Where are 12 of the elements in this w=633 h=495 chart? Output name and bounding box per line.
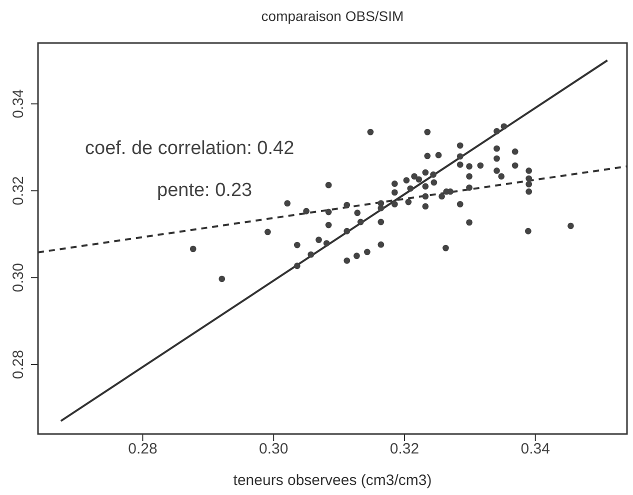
y-tick-label: 0.34 [10,89,27,118]
x-axis-title: teneurs observees (cm3/cm3) [233,472,432,489]
x-tick-label: 0.30 [259,440,288,458]
y-tick-label: 0.28 [10,350,27,380]
y-tick-label: 0.30 [10,263,27,292]
chart-title: comparaison OBS/SIM [260,8,405,24]
x-tick-label: 0.34 [520,440,550,458]
y-tick-label: 0.32 [10,176,27,206]
annotation: pente: 0.23 [157,180,252,202]
annotation: coef. de correlation: 0.42 [85,138,294,160]
x-tick-label: 0.28 [128,440,158,458]
x-tick-label: 0.32 [390,440,420,458]
